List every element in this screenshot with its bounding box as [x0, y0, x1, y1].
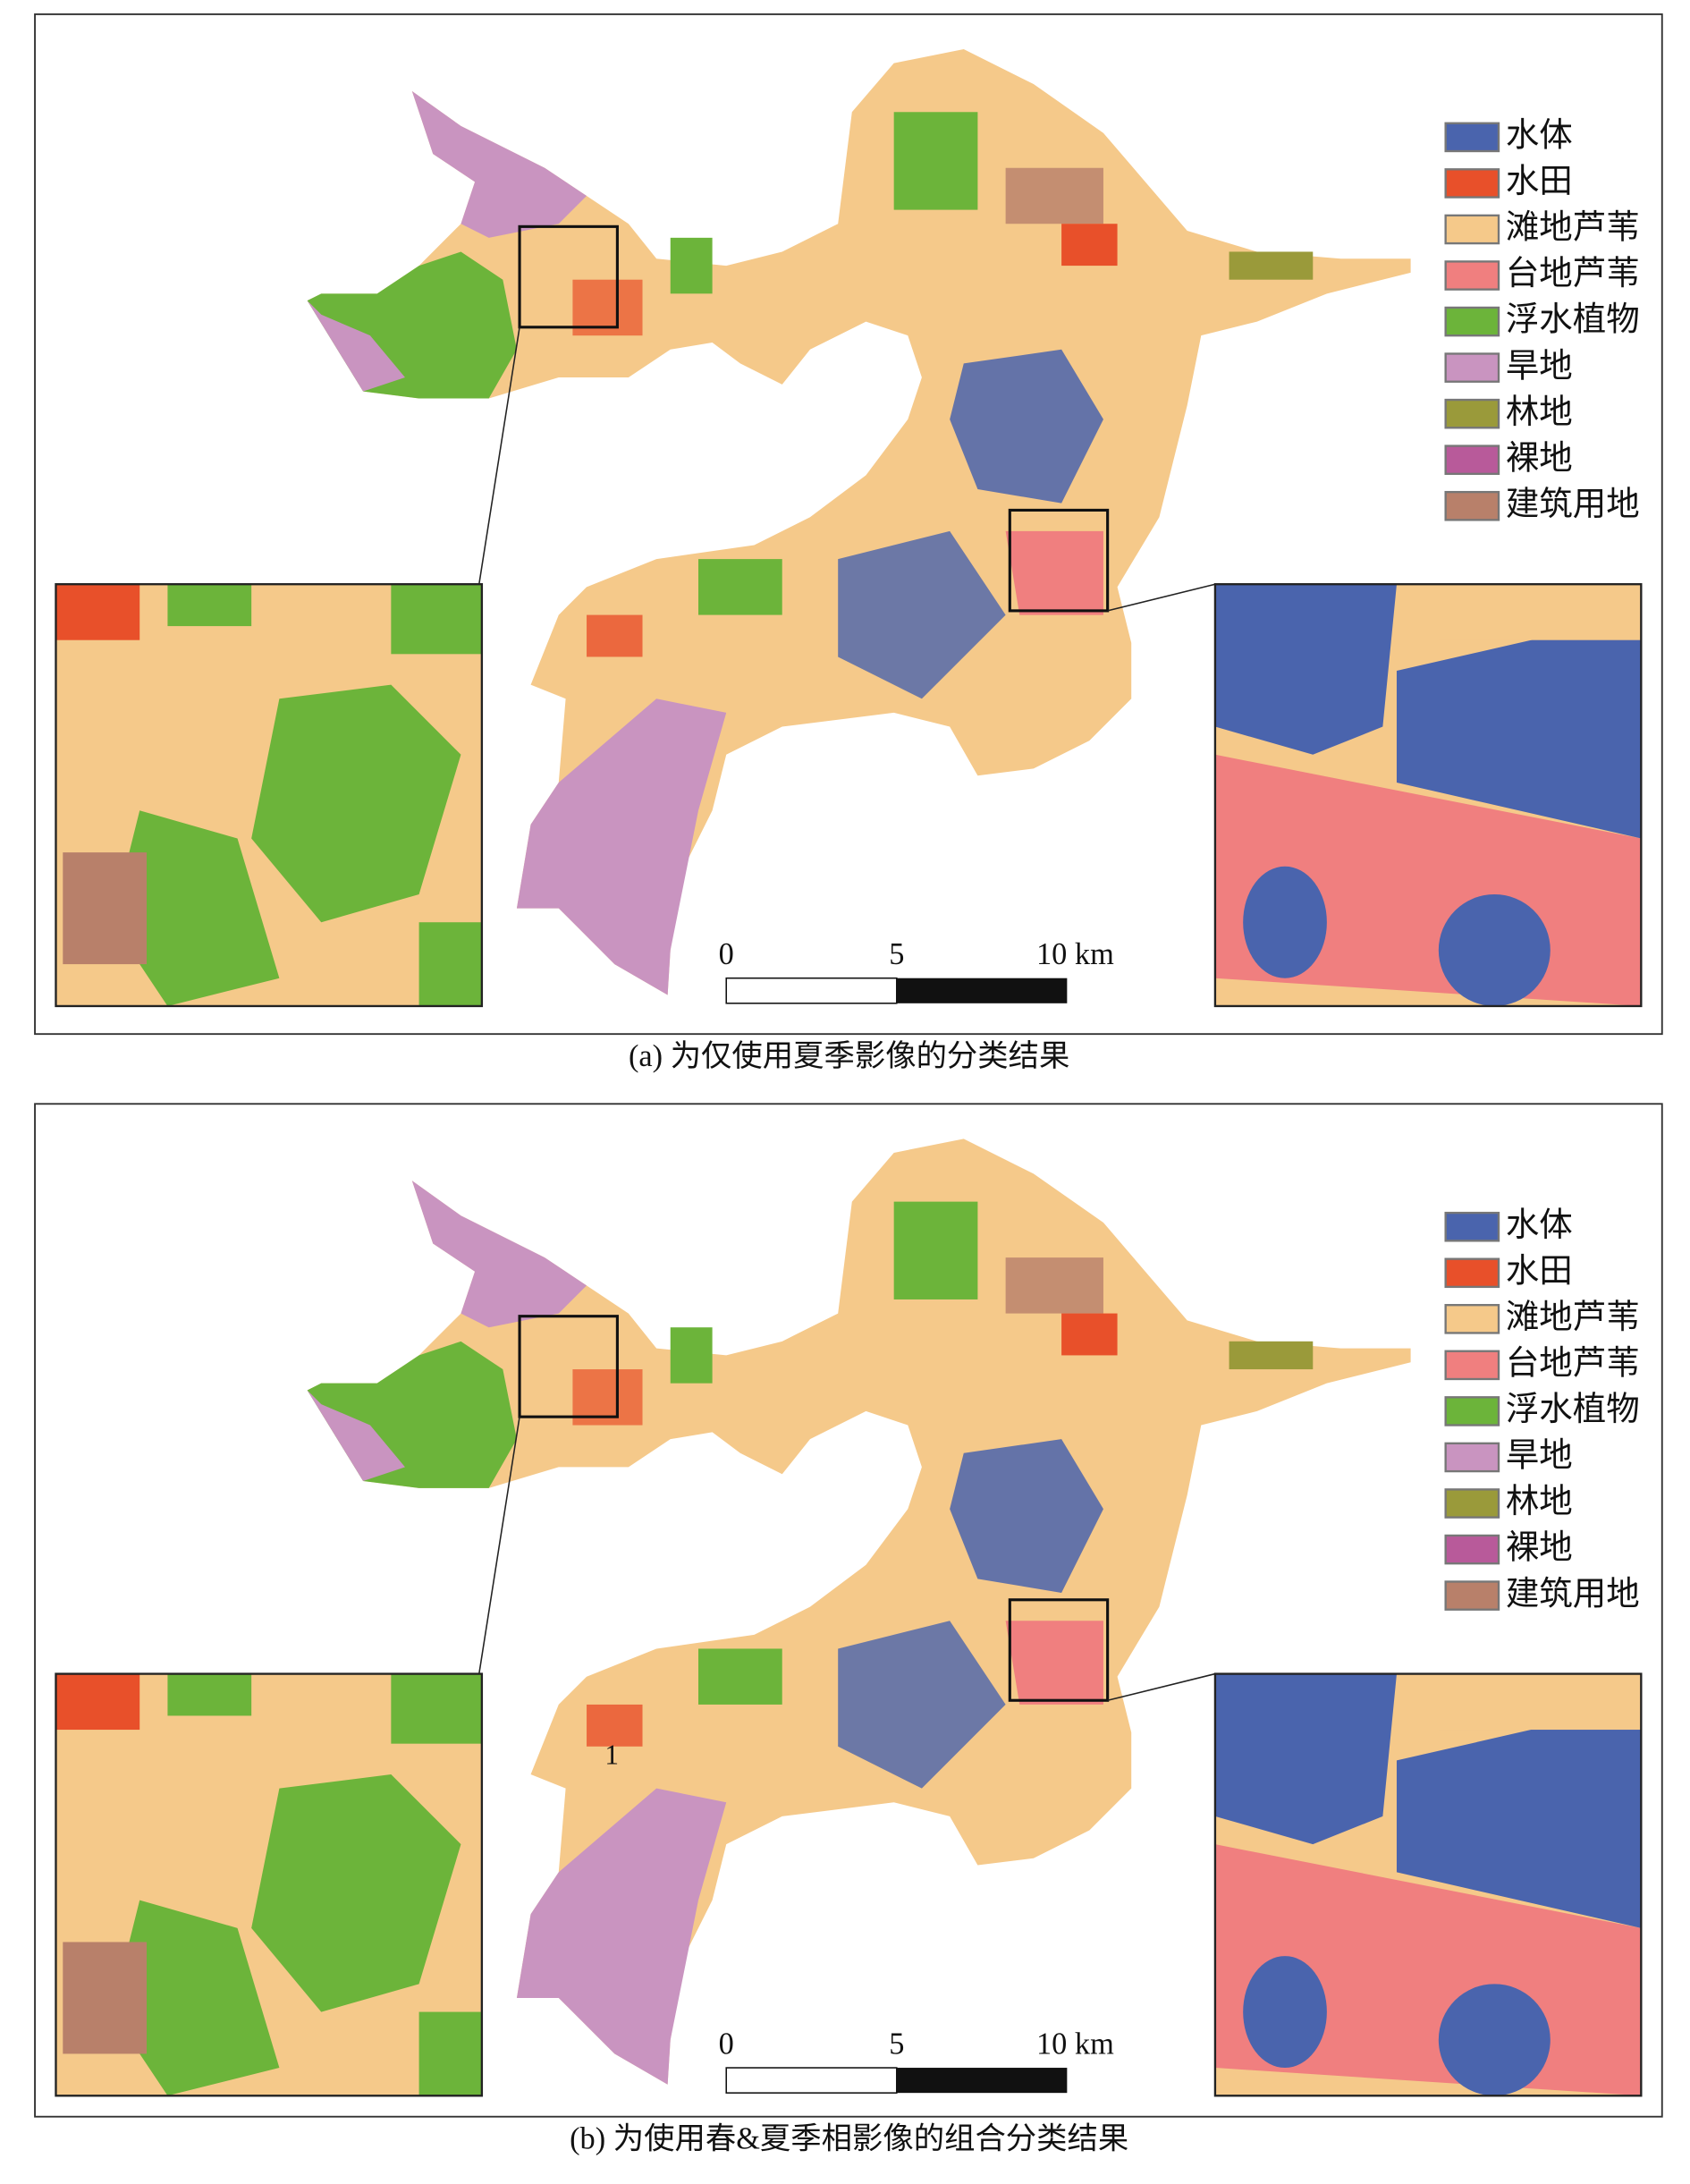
legend-label: 建筑用地 — [1506, 486, 1640, 523]
legend-swatch — [1444, 1304, 1500, 1334]
legend-label: 水田 — [1506, 1253, 1573, 1290]
legend-swatch — [1444, 352, 1500, 383]
scale-bar-label: 0 — [719, 2027, 734, 2061]
legend-label: 台地芦苇 — [1506, 1345, 1640, 1383]
legend-label: 浮水植物 — [1506, 301, 1640, 339]
legend-swatch — [1444, 1488, 1500, 1519]
legend-swatch — [1444, 306, 1500, 337]
legend-swatch — [1444, 1580, 1500, 1611]
scale-bar-black — [896, 978, 1068, 1003]
inset-map — [55, 584, 482, 1006]
inset-map — [55, 1673, 482, 2096]
inset-map — [1214, 584, 1642, 1006]
legend-swatch — [1444, 214, 1500, 245]
scale-bar-label: 0 — [719, 937, 734, 971]
inset-frame — [1213, 583, 1643, 1008]
zoom-box — [1008, 1598, 1110, 1702]
caption: (a) 为仅使用夏季影像的分类结果 — [629, 1039, 1069, 1073]
legend-swatch — [1444, 1257, 1500, 1289]
legend-label: 水体 — [1506, 118, 1573, 155]
scale-bar-label: 10 km — [1036, 2027, 1114, 2061]
caption: (b) 为使用春&夏季相影像的组合分类结果 — [570, 2122, 1128, 2156]
legend-label: 裸地 — [1506, 1530, 1573, 1567]
connector — [1107, 583, 1216, 612]
legend-label: 水田 — [1506, 164, 1573, 200]
scale-bar-label: 10 km — [1036, 937, 1114, 971]
legend-swatch — [1444, 1534, 1500, 1565]
scale-bar-white — [725, 977, 898, 1004]
scale-bar-label: 5 — [889, 2027, 904, 2061]
scale-bar-label: 5 — [889, 937, 904, 971]
legend-label: 水体 — [1506, 1207, 1573, 1244]
legend-label: 旱地 — [1506, 1438, 1573, 1475]
inset-map — [1214, 1673, 1642, 2096]
legend-swatch — [1444, 122, 1500, 153]
legend-label: 滩地芦苇 — [1506, 209, 1640, 247]
legend-swatch — [1444, 1350, 1500, 1381]
legend-swatch — [1444, 1211, 1500, 1242]
scale-bar-black — [896, 2068, 1068, 2094]
legend-label: 滩地芦苇 — [1506, 1299, 1640, 1336]
legend-swatch — [1444, 490, 1500, 521]
legend-label: 林地 — [1506, 394, 1573, 431]
legend-label: 浮水植物 — [1506, 1391, 1640, 1428]
legend-label: 裸地 — [1506, 440, 1573, 477]
zoom-box — [518, 1315, 619, 1418]
scale-bar-white — [725, 2067, 898, 2094]
annotation: 1 — [604, 1739, 619, 1770]
legend-label: 台地芦苇 — [1506, 255, 1640, 292]
inset-frame — [55, 1672, 484, 2097]
connector — [477, 1417, 520, 1674]
connector — [1107, 1672, 1216, 1702]
legend-label: 林地 — [1506, 1484, 1573, 1520]
zoom-box — [1008, 508, 1110, 613]
legend-swatch — [1444, 260, 1500, 291]
inset-frame — [1213, 1672, 1643, 2097]
legend-label: 旱地 — [1506, 348, 1573, 385]
legend-swatch — [1444, 168, 1500, 199]
zoom-box — [518, 224, 619, 329]
legend-swatch — [1444, 444, 1500, 475]
connector — [477, 326, 520, 585]
inset-frame — [55, 583, 484, 1008]
legend-swatch — [1444, 398, 1500, 429]
legend-label: 建筑用地 — [1506, 1575, 1640, 1613]
legend-swatch — [1444, 1396, 1500, 1426]
legend-swatch — [1444, 1442, 1500, 1473]
